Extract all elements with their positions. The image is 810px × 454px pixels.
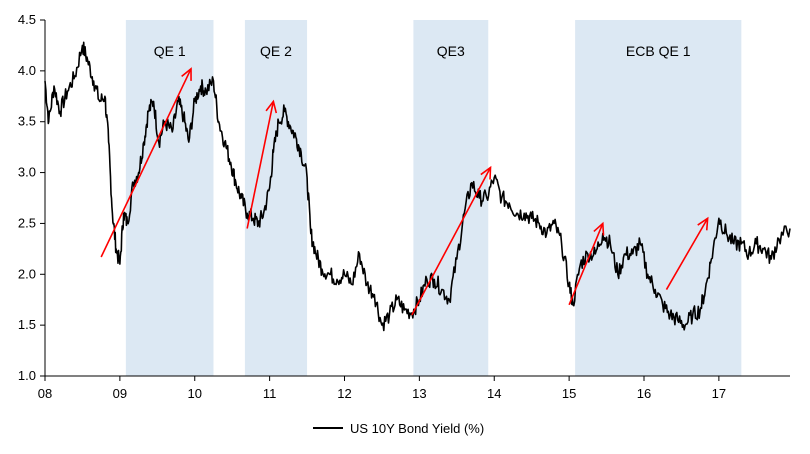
shaded-period-label-1: QE 2: [260, 43, 292, 59]
x-tick-label-7: 15: [562, 386, 576, 401]
shaded-period-label-3: ECB QE 1: [626, 43, 691, 59]
arrow-1: [246, 99, 278, 229]
y-tick-label-3: 2.5: [18, 215, 36, 230]
shaded-period-3: [575, 20, 742, 376]
chart-axes: [44, 20, 790, 377]
y-tick-label-2: 2.0: [18, 266, 36, 281]
x-tick-label-0: 08: [38, 386, 52, 401]
y-axis-ticks: 1.0 1.5 2.0 2.5 3.0 3.5 4.0 4.5: [18, 12, 45, 383]
x-tick-label-3: 11: [263, 386, 277, 401]
y-tick-label-5: 3.5: [18, 114, 36, 129]
x-tick-label-5: 13: [412, 386, 426, 401]
x-tick-label-8: 16: [637, 386, 651, 401]
arrow-annotations: [100, 67, 709, 316]
x-tick-label-9: 17: [712, 386, 726, 401]
x-tick-label-2: 10: [188, 386, 202, 401]
y-tick-label-4: 3.0: [18, 165, 36, 180]
series-line-0: [44, 41, 791, 332]
qe-shaded-periods: QE 1 QE 2 QE3 ECB QE 1: [125, 20, 742, 376]
arrow-2: [411, 165, 492, 316]
series-group: [44, 41, 791, 332]
shaded-period-label-0: QE 1: [154, 43, 186, 59]
legend-label: US 10Y Bond Yield (%): [350, 421, 484, 436]
x-tick-label-4: 12: [337, 386, 351, 401]
shaded-period-1: [244, 20, 308, 376]
arrow-3: [568, 221, 605, 306]
shaded-period-label-2: QE3: [437, 43, 465, 59]
chart-legend: US 10Y Bond Yield (%): [313, 421, 484, 436]
y-tick-label-1: 1.5: [18, 317, 36, 332]
y-tick-label-6: 4.0: [18, 63, 36, 78]
y-tick-label-7: 4.5: [18, 12, 36, 27]
arrow-0: [100, 67, 192, 258]
x-tick-label-1: 09: [113, 386, 127, 401]
x-axis-ticks: 08 09 10 11 12 13 14 15 16 17: [38, 376, 726, 401]
y-tick-label-0: 1.0: [18, 368, 36, 383]
shaded-period-2: [413, 20, 489, 376]
shaded-period-0: [125, 20, 214, 376]
arrow-4: [665, 216, 709, 290]
x-tick-label-6: 14: [487, 386, 501, 401]
